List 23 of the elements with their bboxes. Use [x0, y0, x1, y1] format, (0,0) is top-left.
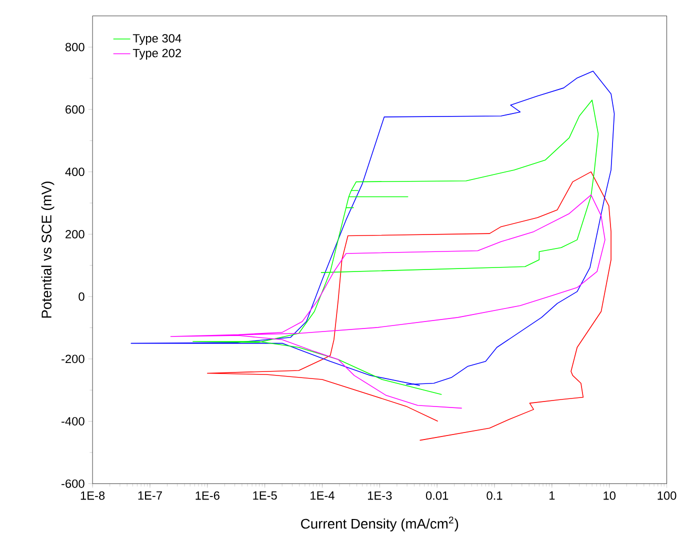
y-tick-label: -600 [62, 479, 84, 488]
y-tick-label: 0 [78, 292, 84, 301]
y-axis-title: Potential vs SCE (mV) [41, 181, 54, 318]
x-tick-label: 0.01 [426, 491, 448, 500]
x-tick-label: 100 [658, 491, 676, 500]
x-tick-label: 1 [550, 491, 555, 500]
x-axis-title: Current Density (mA/cm$^{2}$) [301, 516, 458, 532]
y-tick-label: 200 [66, 230, 84, 238]
x-tick-label: 1E-8 [80, 491, 105, 500]
x-tick-label: 1E-4 [310, 491, 334, 500]
y-tick-label: -400 [62, 416, 84, 426]
x-tick-label: 1E-6 [196, 491, 220, 500]
y-tick-label: 400 [65, 167, 84, 176]
x-tick-label: 1E-5 [253, 491, 277, 500]
x-tick-label: 0.1 [486, 491, 502, 500]
y-tick-label: 800 [65, 42, 84, 52]
legend-label: Type 304 [132, 34, 182, 45]
y-tick-label: -200 [62, 354, 84, 363]
legend-label: Type 202 [132, 48, 181, 60]
y-tick-label: 600 [66, 105, 84, 114]
x-tick-label: 10 [604, 491, 616, 500]
x-tick-label: 1E-3 [368, 491, 392, 500]
x-tick-label: 1E-7 [138, 491, 162, 500]
